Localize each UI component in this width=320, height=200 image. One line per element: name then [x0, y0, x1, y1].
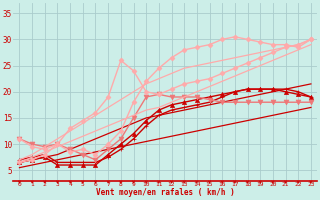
X-axis label: Vent moyen/en rafales ( km/h ): Vent moyen/en rafales ( km/h )	[96, 188, 235, 197]
